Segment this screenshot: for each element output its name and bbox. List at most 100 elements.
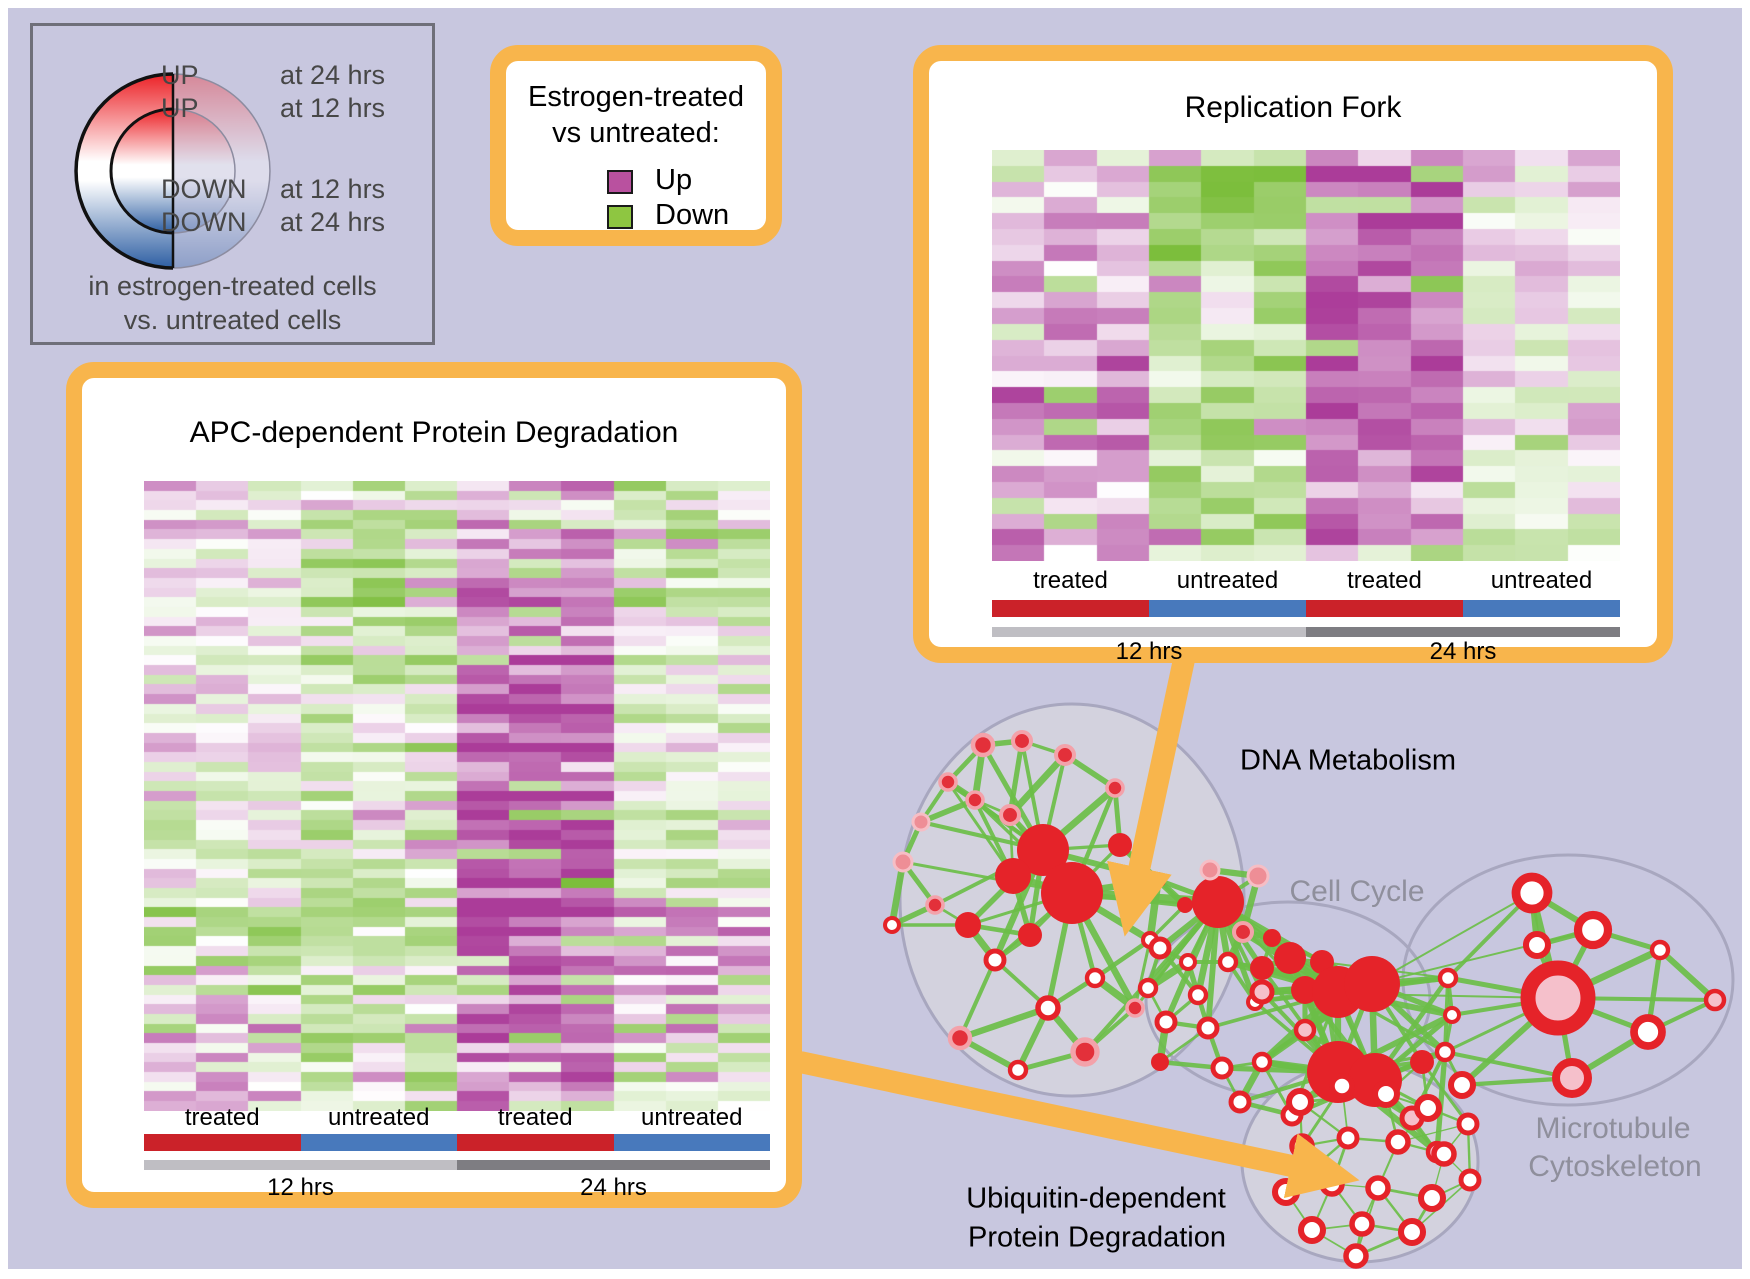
gene-node-solid xyxy=(1192,876,1244,928)
gene-node-solid xyxy=(1018,923,1042,947)
network-edge xyxy=(1133,939,1152,1009)
network-edge xyxy=(946,781,1015,877)
network-edge xyxy=(1007,740,1025,816)
key-time-24: at 24 hrs xyxy=(280,60,386,90)
key-footer-line1: in estrogen-treated cells xyxy=(88,271,377,301)
gene-node-pinkring xyxy=(1293,1018,1317,1042)
key-time-12: at 12 hrs xyxy=(280,93,386,123)
gene-node-solid xyxy=(1263,929,1281,947)
gene-node-solid xyxy=(1108,833,1132,857)
key-time-down-12: at 12 hrs xyxy=(280,174,386,204)
gene-node-ring xyxy=(1007,1059,1029,1081)
cluster-label-microtubule: Microtubule xyxy=(1535,1112,1691,1145)
gene-node-ring xyxy=(1271,1177,1301,1207)
callout-arrow-1 xyxy=(797,1051,1360,1199)
gene-node-ring xyxy=(1365,1175,1391,1201)
replication-group-label-3: untreated xyxy=(1490,567,1593,594)
network-edge xyxy=(888,861,907,926)
gene-node-halo xyxy=(998,803,1022,827)
replication-group-label-0: treated xyxy=(1033,567,1108,594)
color-key-box: UP at 24 hrs UP at 12 hrs DOWN at 12 hrs… xyxy=(30,23,435,345)
gene-node-solid xyxy=(1274,942,1306,974)
down-label: Down xyxy=(655,199,730,231)
gene-node-halo xyxy=(1105,778,1125,798)
gene-node-ring xyxy=(1349,1211,1375,1237)
network-edge xyxy=(1420,1061,1470,1125)
gene-node-ring xyxy=(1431,1141,1457,1167)
apc-condition-bar-0 xyxy=(144,1134,301,1151)
gene-node-solid xyxy=(1151,1053,1169,1071)
gene-node-faded xyxy=(892,851,914,873)
apc-panel: APC-dependent Protein Degradation treate… xyxy=(66,362,802,1208)
gene-node-ring xyxy=(1397,1217,1427,1247)
apc-time-bar-1 xyxy=(457,1160,770,1170)
gene-node-ring xyxy=(1297,1215,1327,1245)
gene-node-ring xyxy=(1630,1014,1666,1050)
gene-node-ring xyxy=(1187,984,1209,1006)
key-word-up-24: UP xyxy=(161,60,199,90)
gene-node-ring xyxy=(1148,936,1172,960)
replication-condition-bar-0 xyxy=(992,600,1149,617)
gene-node-pinkring xyxy=(1552,1058,1592,1098)
gene-node-ring xyxy=(1443,1006,1461,1024)
gene-node-solid xyxy=(995,858,1031,894)
gene-node-solid xyxy=(955,912,981,938)
gene-node-ring xyxy=(1154,1010,1178,1034)
gene-node-ring xyxy=(1522,930,1552,960)
replication-fork-panel: Replication Fork treated untreated treated… xyxy=(913,45,1673,665)
network-edge xyxy=(1371,892,1533,985)
gene-node-halo xyxy=(1070,1037,1100,1067)
apc-group-label-1: untreated xyxy=(328,1104,430,1131)
apc-group-label-2: treated xyxy=(497,1104,573,1131)
gene-node-halo xyxy=(925,895,945,915)
apc-group-label-0: treated xyxy=(184,1104,260,1131)
apc-condition-bar-2 xyxy=(457,1134,614,1151)
gene-node-ring xyxy=(1217,951,1239,973)
network-edge xyxy=(958,1004,1050,1042)
gene-node-ring xyxy=(1289,1133,1315,1159)
replication-group-label-2: treated xyxy=(1347,567,1422,594)
callout-arrow-0 xyxy=(1107,652,1196,937)
gene-node-ring xyxy=(1084,967,1106,989)
gene-node-ring xyxy=(1573,910,1613,950)
replication-time-label-1: 24 hrs xyxy=(1429,638,1497,665)
key-time-down-24: at 24 hrs xyxy=(280,207,386,237)
cluster-label-cytoskeleton: Cytoskeleton xyxy=(1528,1150,1702,1183)
up-label: Up xyxy=(655,164,693,196)
gene-node-ring xyxy=(983,948,1007,972)
replication-group-label-1: untreated xyxy=(1176,567,1279,594)
legend-title-line2: vs untreated: xyxy=(552,117,720,149)
gene-node-ring xyxy=(1437,967,1459,989)
key-word-up-12: UP xyxy=(161,93,199,123)
apc-heatmap xyxy=(144,481,770,1111)
apc-time-label-0: 12 hrs xyxy=(267,1174,334,1201)
gene-node-ring xyxy=(1413,1093,1443,1123)
gene-node-ring xyxy=(1336,1126,1360,1150)
gene-node-solid xyxy=(1344,956,1400,1012)
gene-node-faded xyxy=(911,812,931,832)
gene-node-halo xyxy=(970,732,996,758)
apc-time-bar-0 xyxy=(144,1160,457,1170)
gene-node-halo xyxy=(938,772,958,792)
key-word-down-12: DOWN xyxy=(161,174,247,204)
network-edge xyxy=(1093,938,1152,980)
network-edge xyxy=(1083,900,1220,1054)
network-edge xyxy=(1434,1051,1448,1153)
key-word-down-24: DOWN xyxy=(161,207,247,237)
gene-node-ring xyxy=(1385,1129,1411,1155)
gene-node-ring xyxy=(1251,1051,1273,1073)
gene-node-ring xyxy=(1649,939,1671,961)
key-footer-line2: vs. untreated cells xyxy=(123,305,342,335)
replication-time-bar-1 xyxy=(1306,627,1620,637)
gene-node-ring xyxy=(1417,1183,1447,1213)
gene-node-faded xyxy=(1199,859,1221,881)
replication-heatmap xyxy=(992,150,1620,561)
replication-condition-bar-3 xyxy=(1463,600,1620,617)
gene-node-ring xyxy=(1434,1041,1456,1063)
gene-node-ring xyxy=(1511,872,1553,914)
gene-node-ring xyxy=(883,916,901,934)
gene-node-ring xyxy=(1343,1243,1369,1269)
gene-node-solid xyxy=(1410,1050,1434,1074)
